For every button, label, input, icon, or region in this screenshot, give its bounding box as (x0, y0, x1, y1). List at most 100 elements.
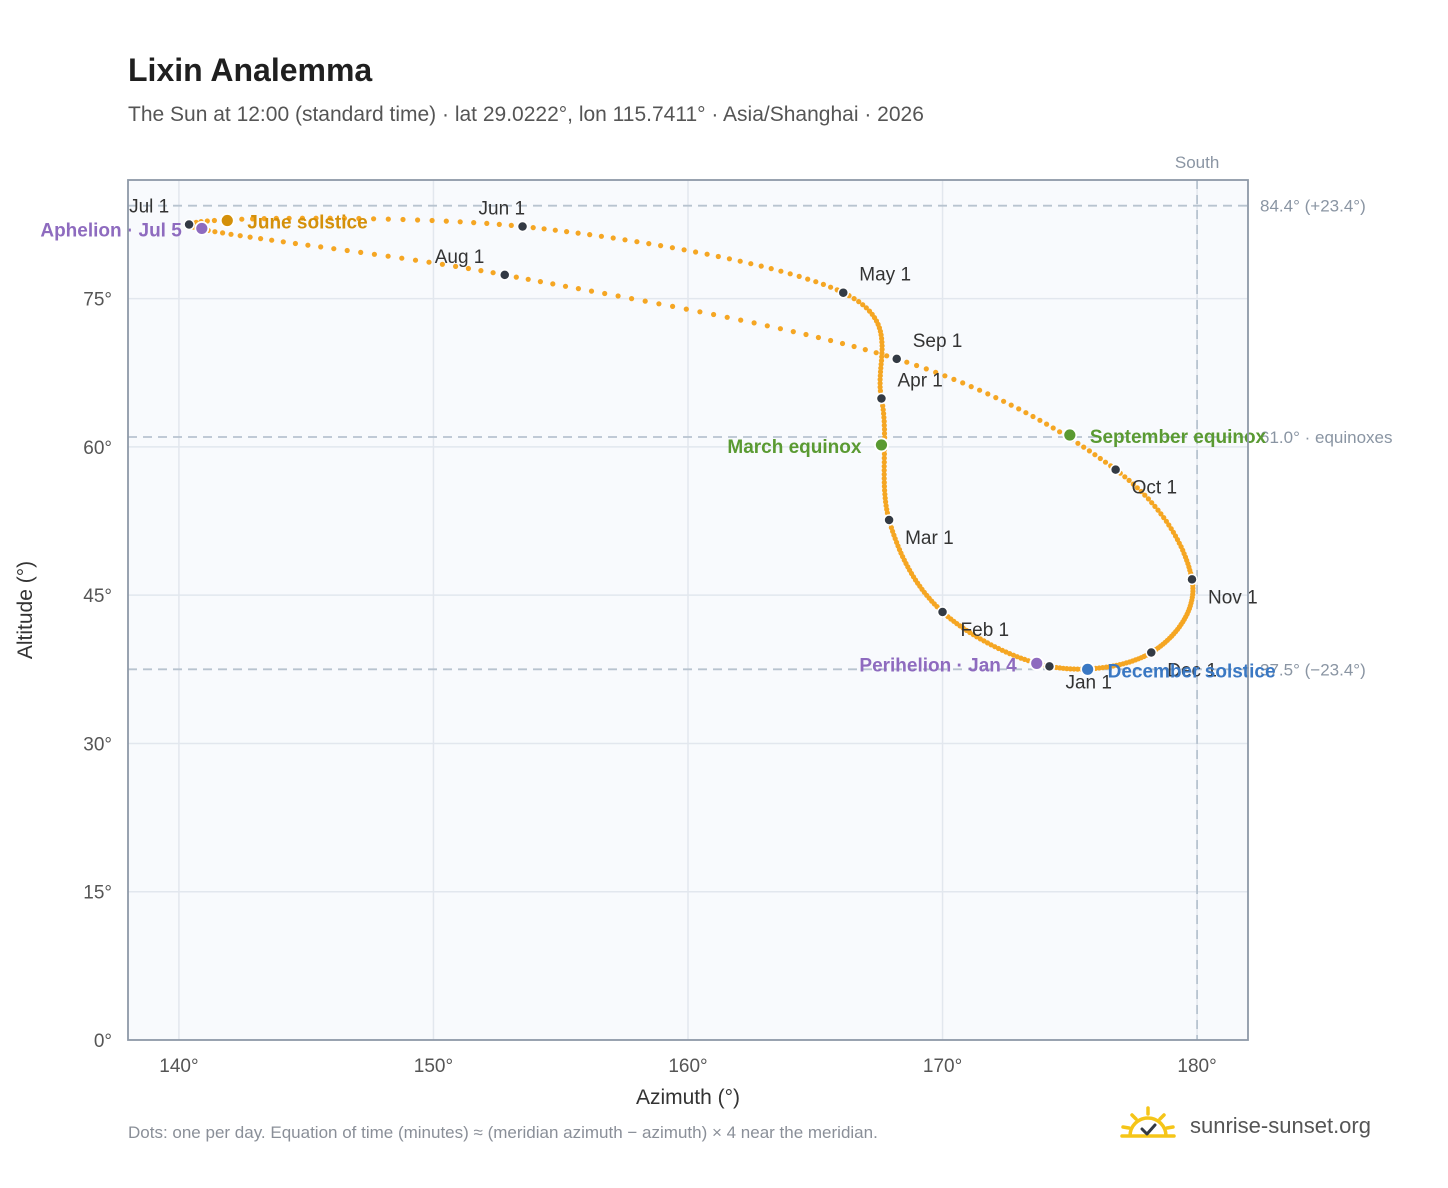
daily-dot (960, 380, 966, 386)
daily-dot (575, 230, 581, 236)
daily-dot (881, 459, 887, 465)
daily-dot (881, 463, 887, 469)
daily-dot (878, 365, 884, 371)
daily-dot (247, 234, 253, 240)
daily-dot (738, 317, 744, 323)
month-marker (936, 606, 949, 618)
daily-dot (211, 217, 217, 224)
daily-dot (258, 236, 264, 242)
footnote: Dots: one per day. Equation of time (min… (128, 1123, 878, 1142)
daily-dot (1050, 425, 1056, 431)
daily-dot (1152, 503, 1158, 509)
brand[interactable]: sunrise-sunset.org (1120, 1102, 1371, 1150)
daily-dot (587, 232, 593, 238)
plot-frame (127, 179, 1249, 1041)
daily-dot (415, 217, 421, 223)
daily-dot (881, 479, 887, 486)
daily-dot (629, 296, 635, 302)
daily-dot (1001, 398, 1007, 404)
y-tick-label: 0° (94, 1031, 112, 1052)
daily-dot (873, 350, 879, 356)
daily-dot (968, 384, 974, 390)
daily-dot (881, 475, 887, 482)
daily-dot (879, 354, 885, 360)
daily-dot (877, 373, 883, 379)
daily-dot (588, 288, 595, 294)
daily-dot (881, 455, 887, 461)
event-label: Aphelion · Jul 5 (40, 220, 182, 241)
daily-dot (439, 261, 445, 267)
daily-dot (465, 265, 471, 272)
x-tick-label: 160° (668, 1056, 707, 1077)
daily-dot (803, 331, 809, 338)
daily-dot (882, 487, 888, 493)
month-label: Feb 1 (961, 620, 1010, 641)
event-marker (1029, 655, 1045, 671)
daily-dot (881, 411, 887, 417)
daily-dot (642, 298, 648, 304)
daily-dot (484, 220, 490, 226)
daily-dot (737, 258, 743, 264)
daily-dot (1138, 488, 1144, 495)
daily-dot (951, 376, 957, 382)
daily-dot (490, 270, 496, 276)
month-label: Oct 1 (1132, 478, 1177, 499)
daily-dot (299, 215, 305, 221)
daily-dot (1086, 448, 1092, 454)
brand-name: sunrise-sunset.org (1190, 1113, 1371, 1138)
daily-dot (778, 268, 784, 274)
daily-dot (790, 329, 796, 335)
daily-dot (942, 373, 948, 379)
daily-dot (856, 299, 862, 305)
daily-dot (879, 343, 885, 349)
month-label: Aug 1 (435, 247, 485, 268)
daily-dot (1155, 507, 1161, 513)
daily-dot (1149, 500, 1155, 506)
daily-dot (805, 276, 811, 282)
daily-dot (748, 261, 754, 267)
daily-dot (880, 407, 886, 413)
daily-dot (715, 253, 721, 260)
daily-dot (286, 215, 292, 221)
daily-dot (513, 274, 519, 280)
y-tick-label: 30° (83, 734, 112, 755)
month-label: Apr 1 (897, 370, 942, 391)
daily-dot (881, 430, 888, 437)
month-marker (883, 514, 895, 526)
daily-dot (429, 217, 435, 224)
daily-dot (615, 293, 621, 299)
daily-dot (881, 451, 888, 457)
month-marker (516, 220, 529, 233)
daily-dot (993, 395, 999, 401)
sun-logo-icon (1120, 1106, 1176, 1146)
daily-dot (610, 235, 616, 241)
daily-dot (273, 215, 279, 221)
daily-dot (443, 218, 449, 224)
daily-dot (399, 255, 405, 261)
daily-dot (228, 231, 234, 237)
y-tick-label: 45° (83, 586, 112, 607)
daily-dot (851, 296, 857, 302)
daily-dot (877, 380, 883, 386)
daily-dot (883, 499, 889, 505)
daily-dot (863, 305, 869, 311)
daily-dot (537, 279, 544, 285)
daily-dot (777, 326, 784, 332)
month-label: Jul 1 (129, 196, 169, 217)
daily-dot (877, 369, 884, 375)
daily-dot (697, 309, 703, 315)
daily-dot (881, 483, 888, 489)
month-label: Mar 1 (905, 528, 954, 549)
daily-dot (884, 353, 890, 359)
daily-dot (1102, 459, 1109, 465)
daily-dot (1126, 477, 1132, 483)
daily-dot (796, 273, 802, 279)
y-tick-label: 15° (83, 883, 112, 904)
reference-line-label: 84.4° (+23.4°) (1260, 197, 1366, 216)
daily-dot (882, 495, 888, 501)
month-marker (890, 353, 903, 365)
daily-dot (1008, 402, 1014, 408)
daily-dot (985, 391, 991, 397)
month-marker (498, 269, 511, 281)
daily-dot (602, 290, 608, 297)
